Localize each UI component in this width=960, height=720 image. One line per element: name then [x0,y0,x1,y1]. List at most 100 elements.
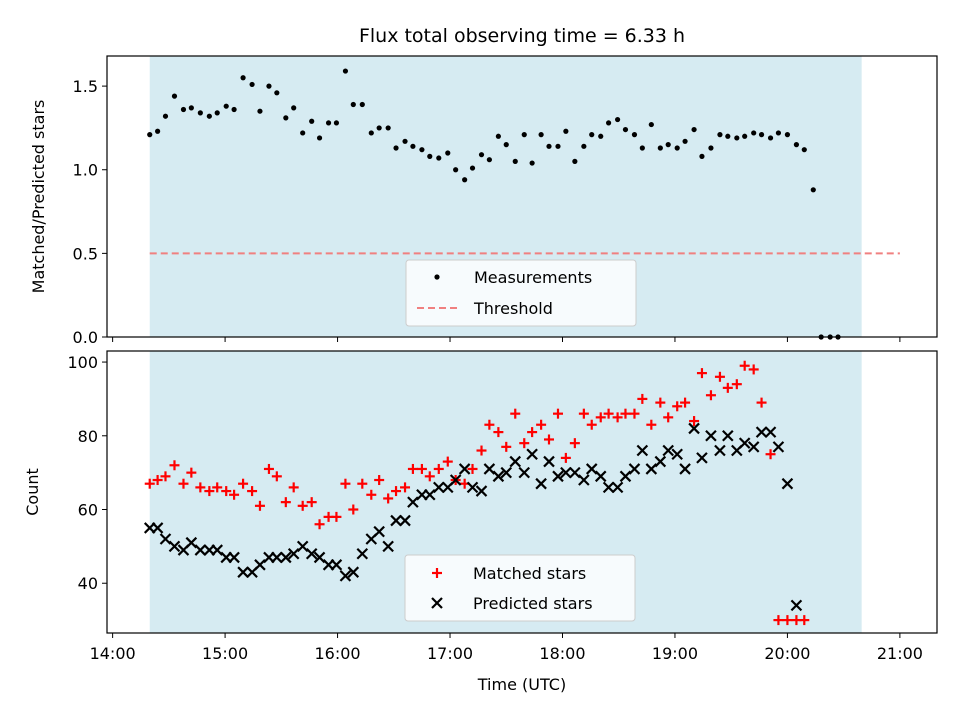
predicted-star-point [714,444,726,457]
matched-star-point [186,467,197,478]
measurement-point [717,132,723,138]
predicted-star-point [313,551,326,564]
predicted-star-point [339,570,352,582]
predicted-star-point [347,566,360,578]
matched-star-point [586,419,597,430]
measurement-point [402,138,408,144]
bottom-y-tick-label: 100 [67,353,98,372]
predicted-star-point [705,430,717,442]
measurement-point [171,93,178,99]
measurement-point [614,116,621,123]
predicted-star-point [483,463,496,475]
measurement-point [801,147,807,153]
predicted-star-point [296,540,309,553]
x-tick-label: 21:00 [877,644,923,663]
measurement-point [368,130,374,136]
predicted-star-point [194,544,207,556]
measurement-point [376,125,382,131]
matched-star-point [560,452,571,463]
measurement-point [512,158,518,164]
measurement-point [274,90,280,96]
measurement-point [665,142,671,148]
legend-predicted-marker [431,597,443,609]
measurement-point [622,126,629,133]
predicted-star-point [602,481,615,494]
matched-star-point [714,371,725,382]
measurement-point [300,130,306,136]
matched-star-point [229,489,240,500]
legend-measurements-label: Measurements [474,268,592,287]
measurement-point [767,135,774,141]
legend-matched-label: Matched stars [473,564,586,583]
matched-star-point [424,471,435,482]
predicted-star-point [185,536,198,549]
measurement-point [538,132,544,138]
bottom-y-axis-label: Count [23,468,42,516]
measurement-point [188,105,194,111]
top-y-tick-label: 1.0 [73,161,98,180]
measurement-point [316,135,323,141]
matched-star-point [680,397,691,408]
predicted-star-point [696,452,708,464]
measurement-point [359,101,365,108]
measurement-point [385,125,391,131]
predicted-star-point [747,441,760,453]
predicted-star-point [772,441,785,453]
matched-star-point [484,419,495,430]
matched-star-point [748,364,759,375]
predicted-star-point [492,470,505,483]
measurement-point [162,113,169,119]
measurement-point [555,143,561,149]
measurement-point [231,106,237,113]
matched-star-point [476,445,487,456]
matched-star-point [442,456,453,467]
matched-star-point [407,463,418,474]
measurement-point [784,132,791,138]
matched-star-point [357,478,368,489]
measurement-point [419,147,425,153]
predicted-star-point [509,455,522,468]
predicted-star-point [679,463,691,475]
measurement-point [631,132,638,138]
matched-star-point [773,615,784,626]
matched-star-point [731,379,742,390]
matched-star-point [543,434,554,445]
matched-star-point [696,368,707,379]
matched-star-point [212,482,223,493]
matched-star-point [756,397,767,408]
predicted-star-point [356,547,369,560]
predicted-star-point [722,430,734,442]
predicted-star-point [382,540,394,553]
matched-star-point [646,419,657,430]
measurement-point [436,155,442,161]
predicted-star-point [458,463,471,475]
top-panel: 0.0 0.5 1.0 1.5 Matched/Predicted stars Mea… [29,55,938,347]
matched-star-point [195,482,206,493]
predicted-star-point [628,463,641,475]
legend-predicted-label: Predicted stars [473,594,593,613]
bottom-y-tick-label: 80 [78,427,98,446]
measurement-point [197,110,203,116]
measurement-point [214,110,220,116]
legend-measurements-marker [434,274,440,280]
matched-star-point [569,438,580,449]
predicted-star-point [500,466,513,479]
top-legend-box [405,259,637,327]
matched-star-point [204,486,215,497]
predicted-star-point [662,444,674,457]
matched-star-point [672,401,683,412]
measurement-point [682,138,688,144]
measurement-point [249,81,255,88]
predicted-star-point [466,481,479,494]
chart-title: Flux total observing time = 6.33 h [359,25,685,47]
x-tick-label: 16:00 [315,644,361,663]
predicted-star-point [738,437,751,449]
predicted-star-point [535,477,547,490]
predicted-star-point [305,547,318,560]
measurement-point [810,187,816,193]
matched-star-point [348,504,359,515]
matched-star-point [705,390,716,401]
predicted-star-point [390,514,402,527]
matched-star-point [501,441,512,452]
